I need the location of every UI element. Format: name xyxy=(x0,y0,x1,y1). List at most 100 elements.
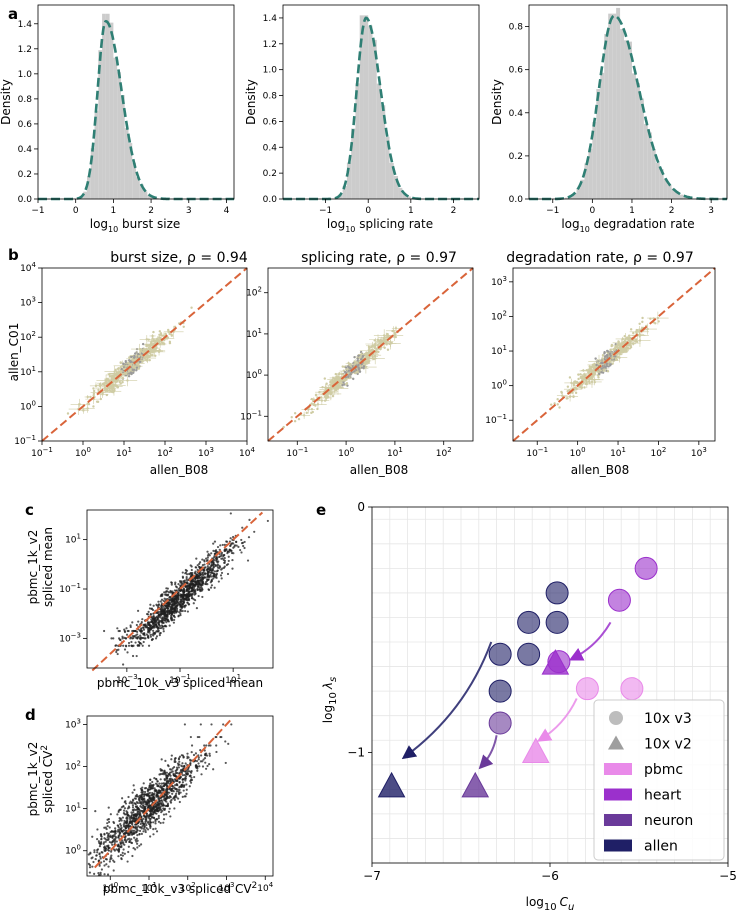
y-tick-label-exp: 2 xyxy=(32,330,36,338)
data-point xyxy=(169,801,173,804)
data-point xyxy=(181,778,184,781)
data-point xyxy=(137,620,140,623)
data-point xyxy=(115,840,118,843)
data-point xyxy=(107,820,111,824)
x-tick-label-exp: −1 xyxy=(538,446,548,454)
data-point xyxy=(228,549,231,552)
data-point xyxy=(139,638,142,641)
data-point xyxy=(138,796,141,799)
data-point xyxy=(335,378,338,381)
data-point xyxy=(566,389,569,393)
data-point xyxy=(160,593,163,597)
data-point xyxy=(196,579,199,582)
y-tick-label-exp: −1 xyxy=(252,409,262,417)
data-point xyxy=(229,512,232,515)
data-point xyxy=(231,558,234,562)
data-point xyxy=(229,544,232,548)
data-point xyxy=(138,826,142,829)
hist-bar xyxy=(139,184,144,199)
data-point xyxy=(136,829,139,832)
hist-bar xyxy=(647,132,652,199)
x-tick-label-base: 10 xyxy=(286,449,298,459)
x-tick-label-base: 10 xyxy=(157,449,169,459)
panel-label-c: c xyxy=(25,501,34,519)
data-point xyxy=(168,595,172,598)
data-point xyxy=(163,769,166,772)
data-point xyxy=(185,594,188,597)
data-point xyxy=(206,574,209,577)
data-point xyxy=(356,357,359,360)
data-point xyxy=(173,612,176,615)
data-point xyxy=(162,804,165,807)
data-point xyxy=(167,782,170,785)
data-point xyxy=(147,610,150,613)
data-point xyxy=(200,754,203,757)
data-point xyxy=(623,339,626,343)
hist-bar xyxy=(105,13,110,199)
title-b2: splicing rate, ρ = 0.97 xyxy=(301,250,457,266)
xlabel-b1: allen_B08 xyxy=(150,463,209,477)
data-point xyxy=(386,348,390,351)
data-point xyxy=(353,360,356,363)
data-point xyxy=(159,600,162,603)
data-point xyxy=(638,322,641,325)
data-point xyxy=(107,865,110,868)
x-tick-label-base: 10 xyxy=(198,449,210,459)
data-point xyxy=(172,621,175,624)
data-point xyxy=(193,586,196,589)
data-point xyxy=(143,790,147,794)
data-point xyxy=(147,806,150,809)
data-point xyxy=(136,808,139,811)
data-point xyxy=(357,354,360,357)
data-point xyxy=(199,589,202,592)
data-point xyxy=(590,376,594,380)
hist-bar xyxy=(592,121,597,199)
data-point xyxy=(157,814,160,818)
data-point xyxy=(122,805,125,808)
data-point xyxy=(121,854,125,857)
data-point xyxy=(601,354,605,357)
y-tick-label-base: 10 xyxy=(491,347,503,357)
data-point xyxy=(142,623,146,626)
data-point xyxy=(130,372,133,376)
data-point xyxy=(171,792,174,795)
data-point xyxy=(208,554,211,557)
data-point xyxy=(182,588,186,591)
data-point xyxy=(191,587,194,590)
data-point xyxy=(125,816,128,819)
data-point xyxy=(157,801,160,804)
data-point xyxy=(241,526,244,529)
data-point xyxy=(136,637,139,640)
data-point xyxy=(215,560,218,563)
data-point xyxy=(186,585,189,588)
data-point xyxy=(162,798,166,801)
data-point xyxy=(223,553,226,557)
data-point xyxy=(384,336,388,339)
data-point xyxy=(149,821,152,824)
data-point xyxy=(108,388,112,392)
data-point xyxy=(293,420,297,423)
xlabel-d-base: pbmc_10k_v3 spliced CV xyxy=(103,882,253,896)
data-point xyxy=(210,563,213,566)
data-point xyxy=(346,372,350,375)
data-point xyxy=(204,752,207,756)
y-tick-label: 10−1 xyxy=(14,434,36,447)
data-point xyxy=(165,782,168,785)
data-point xyxy=(339,380,342,383)
data-point xyxy=(140,796,143,799)
x-tick-label: 100 xyxy=(338,446,354,459)
data-point xyxy=(130,802,133,805)
data-point xyxy=(189,762,192,765)
y-tick-label-base: 10 xyxy=(59,585,71,595)
data-point xyxy=(166,587,169,590)
data-point xyxy=(168,609,171,613)
data-point xyxy=(170,754,173,757)
y-tick-label: 103 xyxy=(491,275,507,288)
data-point xyxy=(173,796,176,800)
data-point xyxy=(126,651,129,654)
hist-bar xyxy=(113,57,118,199)
data-point xyxy=(155,808,158,811)
data-point xyxy=(192,585,196,588)
hist-bar xyxy=(83,191,87,199)
data-point xyxy=(576,381,580,385)
